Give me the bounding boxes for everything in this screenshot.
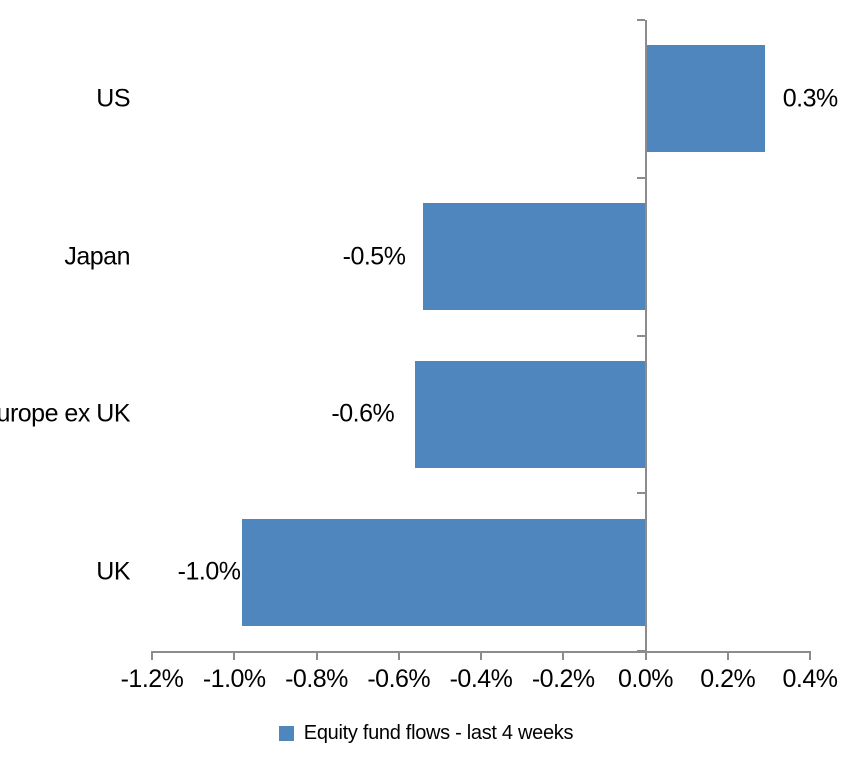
x-axis-tick-label: -1.0% <box>202 665 266 693</box>
legend-label: Equity fund flows - last 4 weeks <box>303 722 574 744</box>
x-axis-tick <box>151 651 153 660</box>
value-label-us: 0.3% <box>782 84 838 113</box>
value-label-japan: -0.5% <box>342 242 406 271</box>
y-axis-tick <box>636 650 645 652</box>
y-axis-tick <box>636 334 645 337</box>
x-axis-tick-label: -0.2% <box>531 665 595 693</box>
category-label-japan: Japan <box>64 242 130 271</box>
x-axis-tick-label: 0.4% <box>782 665 838 693</box>
x-axis-tick-label: -0.8% <box>285 665 348 693</box>
x-axis-tick <box>233 651 236 660</box>
x-axis-tick <box>726 651 729 660</box>
data-bar-uk <box>242 518 646 626</box>
y-axis-tick <box>636 492 645 495</box>
x-axis-tick-label: -0.4% <box>449 665 513 693</box>
category-label-us: US <box>96 84 130 113</box>
value-label-europe-ex-uk: -0.6% <box>331 399 395 428</box>
x-axis-tick <box>480 651 482 660</box>
x-axis-tick-label: -1.2% <box>120 665 184 693</box>
x-axis-tick <box>809 651 811 660</box>
category-label-uk: UK <box>96 557 130 586</box>
category-label-europe-ex-uk: Europe ex UK <box>0 399 130 428</box>
y-axis-tick <box>636 176 645 179</box>
legend: Equity fund flows - last 4 weeks <box>0 720 852 747</box>
x-axis-tick-label: 0.0% <box>618 665 673 693</box>
x-axis-tick <box>315 651 318 660</box>
legend-marker-icon <box>278 726 294 741</box>
data-bar-us <box>645 45 765 153</box>
value-label-uk: -1.0% <box>177 557 241 586</box>
y-axis-line <box>644 20 647 653</box>
x-axis-tick <box>644 651 647 660</box>
data-bar-japan <box>423 203 646 311</box>
x-axis-tick <box>562 651 565 660</box>
data-bar-europe-ex-uk <box>415 360 646 468</box>
y-axis-tick <box>636 19 645 21</box>
x-axis-tick-label: 0.2% <box>700 665 756 693</box>
x-axis-tick <box>397 651 400 660</box>
x-axis-tick-label: -0.6% <box>367 665 431 693</box>
